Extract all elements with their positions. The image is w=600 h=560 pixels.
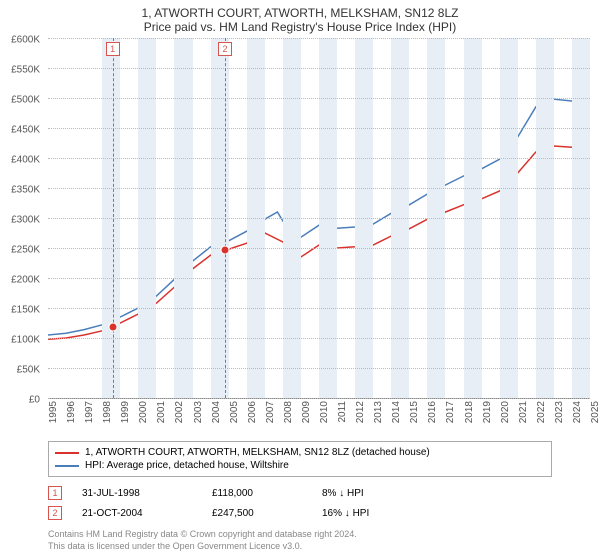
gridline (48, 368, 590, 369)
transaction-date: 21-OCT-2004 (82, 508, 192, 519)
gridline (48, 38, 590, 39)
transaction-marker-label: 1 (106, 42, 120, 56)
x-tick-label: 1999 (120, 401, 131, 423)
transaction-marker-dot (108, 323, 117, 332)
gridline (48, 338, 590, 339)
transaction-date: 31-JUL-1998 (82, 488, 192, 499)
transaction-marker-dot (221, 245, 230, 254)
legend-item: 1, ATWORTH COURT, ATWORTH, MELKSHAM, SN1… (55, 446, 545, 459)
x-tick-label: 2016 (427, 401, 438, 423)
x-tick-label: 2025 (590, 401, 600, 423)
gridline (48, 188, 590, 189)
x-tick-label: 1998 (102, 401, 113, 423)
x-tick-label: 2011 (337, 401, 348, 423)
x-tick-label: 2017 (445, 401, 456, 423)
legend-swatch (55, 452, 79, 454)
y-tick-label: £500K (11, 95, 40, 106)
x-tick-label: 2014 (391, 401, 402, 423)
transaction-price: £118,000 (212, 488, 302, 499)
footer-line: This data is licensed under the Open Gov… (48, 541, 552, 553)
x-tick-label: 2008 (283, 401, 294, 423)
transaction-pct-vs-hpi: 16% ↓ HPI (322, 508, 412, 519)
x-tick-label: 1996 (66, 401, 77, 423)
footer: Contains HM Land Registry data © Crown c… (48, 529, 552, 552)
transaction-table: 1 31-JUL-1998 £118,000 8% ↓ HPI 2 21-OCT-2004… (48, 483, 552, 523)
x-tick-label: 2019 (482, 401, 493, 423)
y-tick-label: £550K (11, 65, 40, 76)
x-tick-label: 2012 (355, 401, 366, 423)
y-tick-label: £400K (11, 155, 40, 166)
y-tick-label: £450K (11, 125, 40, 136)
x-axis: 1995 1996 1997 1998 1999 2000 2001 2002 2003 2004… (48, 399, 590, 429)
transaction-marker-line (225, 38, 226, 398)
transaction-row: 2 21-OCT-2004 £247,500 16% ↓ HPI (48, 503, 552, 523)
legend-swatch (55, 465, 79, 467)
x-tick-label: 2005 (229, 401, 240, 423)
legend-label: 1, ATWORTH COURT, ATWORTH, MELKSHAM, SN1… (85, 447, 430, 458)
x-tick-label: 2021 (518, 401, 529, 423)
footer-line: Contains HM Land Registry data © Crown c… (48, 529, 552, 541)
transaction-price: £247,500 (212, 508, 302, 519)
x-tick-label: 2001 (156, 401, 167, 423)
y-tick-label: £250K (11, 245, 40, 256)
y-tick-label: £200K (11, 275, 40, 286)
x-tick-label: 1997 (84, 401, 95, 423)
gridline (48, 98, 590, 99)
transaction-marker-line (113, 38, 114, 398)
chart-container: 1, ATWORTH COURT, ATWORTH, MELKSHAM, SN1… (0, 0, 600, 552)
transaction-row: 1 31-JUL-1998 £118,000 8% ↓ HPI (48, 483, 552, 503)
x-tick-label: 2002 (174, 401, 185, 423)
x-tick-label: 2010 (319, 401, 330, 423)
gridline (48, 278, 590, 279)
y-tick-label: £150K (11, 305, 40, 316)
legend-label: HPI: Average price, detached house, Wilt… (85, 460, 289, 471)
gridline (48, 68, 590, 69)
gridline (48, 128, 590, 129)
legend: 1, ATWORTH COURT, ATWORTH, MELKSHAM, SN1… (48, 441, 552, 477)
x-tick-label: 2003 (193, 401, 204, 423)
gridline (48, 158, 590, 159)
transaction-marker-label: 2 (218, 42, 232, 56)
y-tick-label: £100K (11, 335, 40, 346)
x-tick-label: 2024 (572, 401, 583, 423)
chart-title: 1, ATWORTH COURT, ATWORTH, MELKSHAM, SN1… (0, 6, 600, 20)
gridline (48, 248, 590, 249)
x-tick-label: 2020 (500, 401, 511, 423)
chart-subtitle: Price paid vs. HM Land Registry's House … (0, 20, 600, 34)
x-tick-label: 2023 (554, 401, 565, 423)
x-tick-label: 2000 (138, 401, 149, 423)
transaction-row-marker: 1 (48, 486, 62, 500)
y-tick-label: £300K (11, 215, 40, 226)
x-tick-label: 2006 (247, 401, 258, 423)
transaction-pct-vs-hpi: 8% ↓ HPI (322, 488, 412, 499)
y-axis: £0£50K£100K£150K£200K£250K£300K£350K£400… (0, 40, 44, 400)
y-tick-label: £50K (17, 365, 40, 376)
x-tick-label: 2018 (464, 401, 475, 423)
x-tick-label: 2022 (536, 401, 547, 423)
transaction-row-marker: 2 (48, 506, 62, 520)
x-tick-label: 2013 (373, 401, 384, 423)
x-tick-label: 2007 (265, 401, 276, 423)
x-tick-label: 2004 (211, 401, 222, 423)
y-tick-label: £350K (11, 185, 40, 196)
x-tick-label: 1995 (48, 401, 59, 423)
y-tick-label: £0 (29, 395, 40, 406)
plot-area: 12 (48, 38, 590, 399)
x-tick-label: 2009 (301, 401, 312, 423)
gridline (48, 218, 590, 219)
legend-item: HPI: Average price, detached house, Wilt… (55, 459, 545, 472)
y-tick-label: £600K (11, 35, 40, 46)
gridline (48, 308, 590, 309)
title-block: 1, ATWORTH COURT, ATWORTH, MELKSHAM, SN1… (0, 0, 600, 38)
x-tick-label: 2015 (409, 401, 420, 423)
